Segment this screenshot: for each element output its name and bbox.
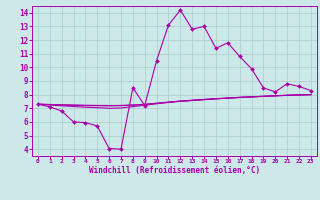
X-axis label: Windchill (Refroidissement éolien,°C): Windchill (Refroidissement éolien,°C) xyxy=(89,166,260,175)
